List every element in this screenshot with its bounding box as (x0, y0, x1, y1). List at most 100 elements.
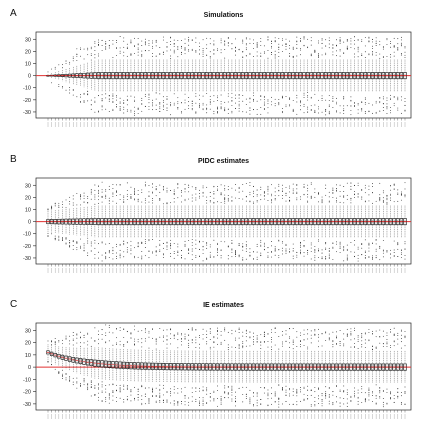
outlier-point (184, 38, 186, 40)
outlier-point (155, 387, 157, 389)
outlier-point (332, 344, 334, 345)
outlier-point (148, 108, 150, 110)
outlier-point (281, 39, 283, 41)
outlier-point (188, 404, 190, 406)
box (122, 195, 126, 258)
y-tick-label: -10 (23, 86, 31, 92)
outlier-point (202, 338, 204, 340)
outlier-point (72, 248, 74, 250)
outlier-point (195, 342, 197, 344)
box (342, 41, 346, 114)
outlier-point (80, 336, 81, 338)
outlier-point (278, 240, 280, 242)
box (122, 37, 126, 114)
outlier-point (354, 106, 355, 107)
outlier-point (281, 195, 283, 196)
outlier-point (98, 39, 99, 41)
outlier-point (404, 241, 406, 243)
outlier-point (354, 193, 355, 195)
outlier-point (271, 52, 273, 54)
outlier-point (87, 197, 89, 199)
outlier-point (184, 198, 186, 200)
outlier-point (296, 43, 298, 45)
outlier-point (220, 42, 222, 44)
outlier-point (242, 39, 244, 41)
outlier-point (80, 385, 81, 387)
outlier-point (235, 38, 236, 40)
outlier-point (242, 394, 244, 395)
outlier-point (310, 404, 312, 406)
outlier-point (256, 113, 258, 115)
outlier-point (318, 402, 319, 404)
outlier-point (328, 250, 330, 252)
outlier-point (195, 336, 197, 338)
outlier-point (256, 392, 258, 394)
outlier-point (281, 50, 283, 52)
outlier-point (242, 100, 244, 102)
outlier-point (148, 201, 150, 203)
outlier-point (296, 254, 298, 256)
outlier-point (123, 99, 125, 101)
outlier-point (285, 330, 287, 332)
outlier-point (332, 98, 334, 100)
outlier-point (368, 243, 370, 245)
y-tick-label: 10 (25, 61, 31, 67)
outlier-point (343, 112, 345, 114)
outlier-point (271, 387, 273, 389)
outlier-point (112, 39, 114, 41)
outlier-point (260, 199, 262, 201)
outlier-point (65, 243, 67, 245)
outlier-point (217, 250, 218, 252)
outlier-point (289, 389, 291, 391)
outlier-point (112, 247, 114, 249)
outlier-point (141, 395, 143, 397)
outlier-point (134, 37, 135, 39)
outlier-point (116, 41, 117, 43)
outlier-point (105, 252, 107, 253)
outlier-point (144, 199, 146, 201)
outlier-point (289, 187, 291, 189)
box (176, 40, 180, 110)
outlier-point (87, 389, 89, 391)
box (215, 327, 220, 407)
outlier-point (325, 187, 327, 189)
outlier-point (390, 392, 392, 394)
outlier-point (65, 338, 67, 340)
outlier-point (72, 94, 74, 96)
outlier-point (209, 43, 211, 45)
outlier-point (116, 104, 117, 105)
outlier-point (220, 52, 222, 54)
outlier-point (390, 197, 392, 199)
outlier-point (404, 194, 406, 196)
outlier-point (336, 337, 337, 339)
outlier-point (108, 340, 110, 342)
outlier-point (361, 189, 363, 191)
outlier-point (238, 346, 240, 348)
outlier-point (119, 108, 121, 110)
outlier-point (379, 101, 381, 103)
outlier-point (296, 256, 298, 258)
outlier-point (354, 197, 355, 198)
outlier-point (80, 198, 81, 200)
outlier-point (134, 114, 135, 116)
outlier-point (209, 95, 211, 97)
outlier-point (209, 244, 211, 246)
outlier-point (310, 334, 312, 336)
outlier-point (332, 190, 334, 191)
outlier-point (72, 381, 74, 383)
outlier-point (72, 204, 74, 206)
outlier-point (112, 187, 114, 189)
outlier-point (83, 58, 85, 60)
outlier-point (382, 56, 384, 57)
outlier-point (386, 199, 388, 201)
outlier-point (318, 249, 319, 251)
outlier-point (285, 333, 287, 335)
outlier-point (318, 328, 319, 330)
outlier-point (235, 197, 236, 199)
outlier-point (51, 233, 53, 235)
outlier-point (152, 198, 154, 200)
outlier-point (112, 100, 114, 102)
outlier-point (397, 391, 399, 393)
outlier-point (144, 106, 146, 108)
box (244, 329, 249, 399)
